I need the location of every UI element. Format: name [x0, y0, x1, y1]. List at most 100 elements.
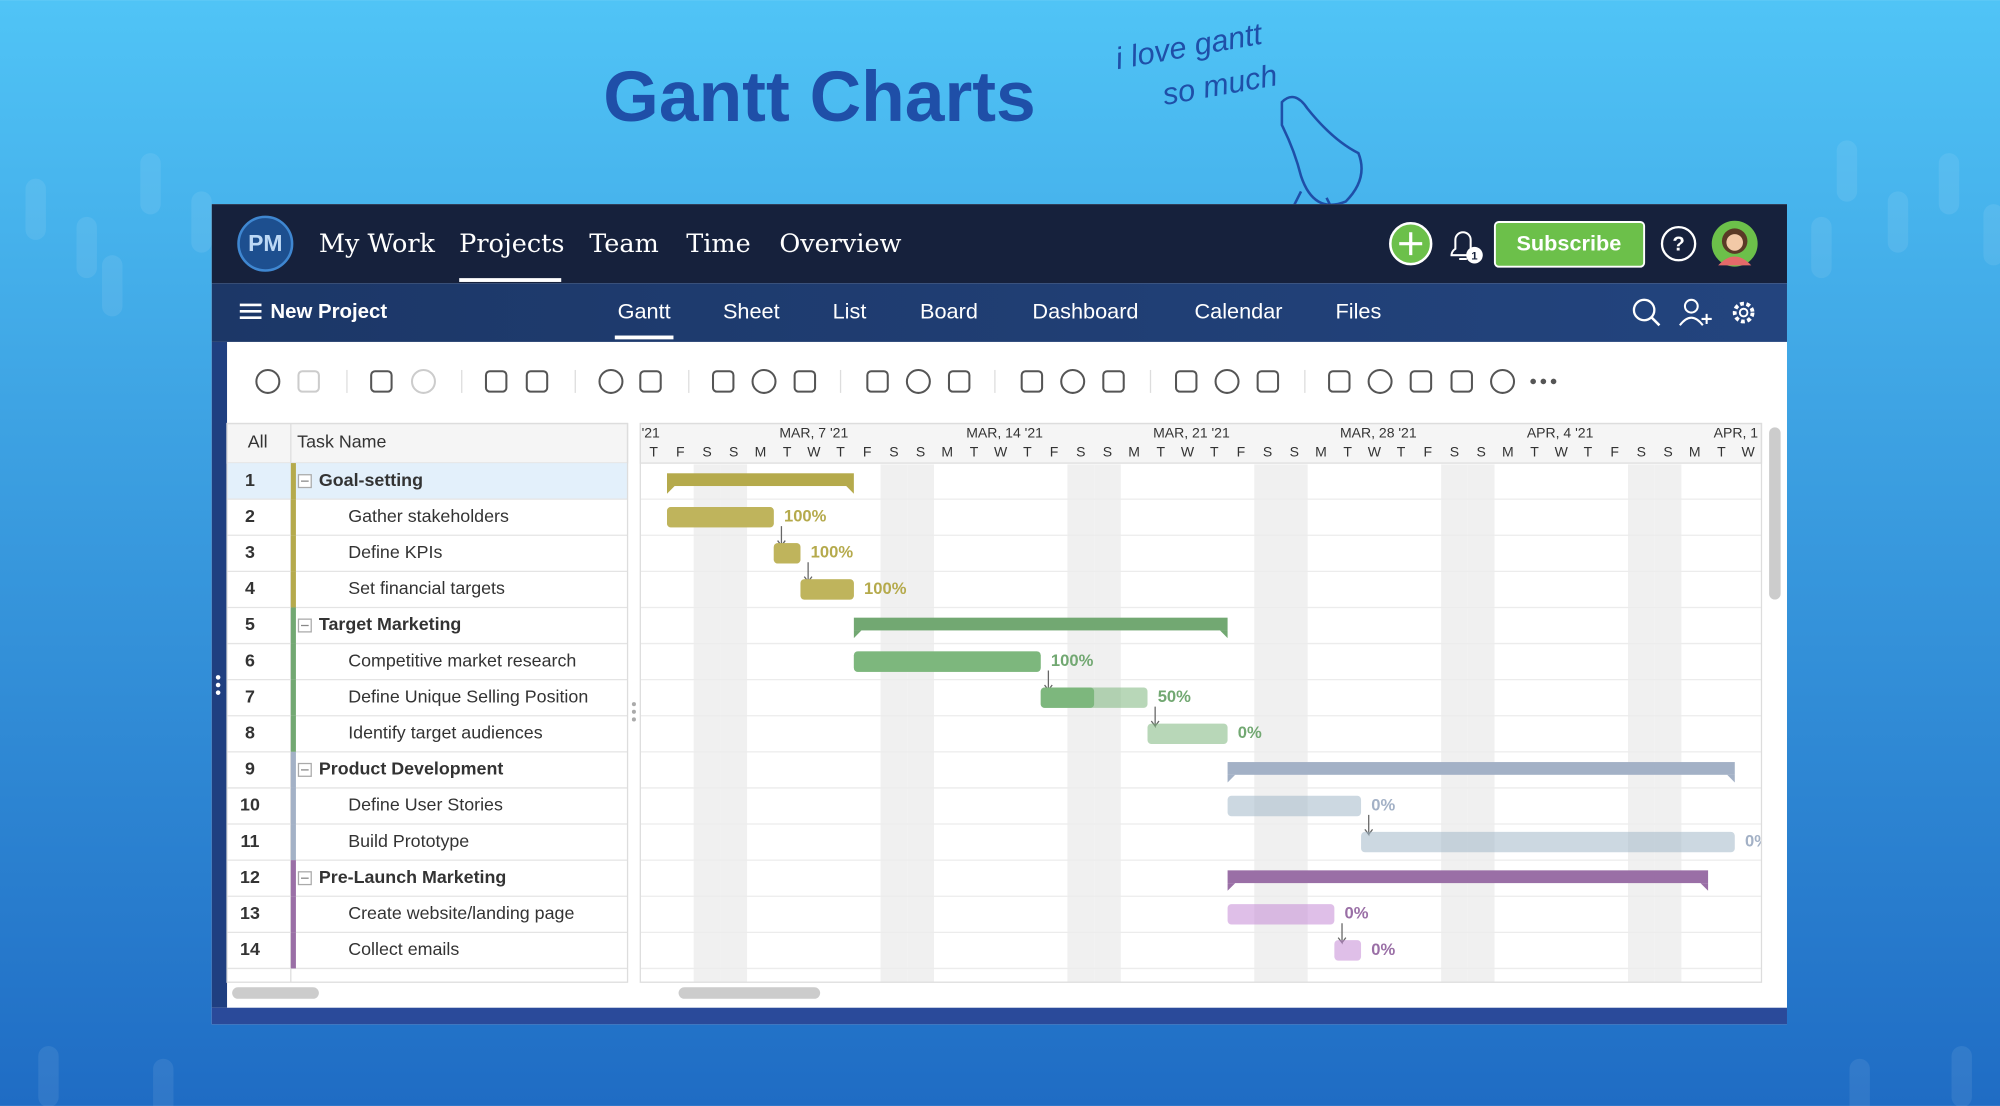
- toolbar-icon[interactable]: [1256, 370, 1280, 393]
- day-label: T: [649, 444, 658, 460]
- day-label: S: [1637, 444, 1646, 460]
- row-number: 9: [245, 759, 255, 779]
- toolbar-icon[interactable]: [297, 370, 320, 393]
- h-scroll[interactable]: [232, 987, 319, 999]
- task-name[interactable]: Competitive market research: [348, 650, 576, 670]
- nav-item[interactable]: Overview: [779, 229, 901, 259]
- tab[interactable]: Sheet: [723, 298, 780, 323]
- toolbar-icon[interactable]: [1020, 370, 1044, 393]
- group-stripe: [290, 643, 296, 680]
- toolbar-icon[interactable]: [1490, 368, 1516, 394]
- more-dot: [1550, 378, 1557, 385]
- toolbar-icon[interactable]: [255, 368, 281, 394]
- menu-icon[interactable]: [239, 303, 262, 319]
- task-name[interactable]: Target Marketing: [319, 614, 461, 634]
- logo[interactable]: [237, 215, 294, 272]
- day-label: S: [729, 444, 738, 460]
- group-stripe: [290, 499, 296, 536]
- week-label: APR, 4 '21: [1527, 424, 1594, 440]
- toolbar-icon[interactable]: [598, 368, 624, 394]
- help-label: ?: [1672, 233, 1684, 255]
- add-user-icon[interactable]: [1683, 298, 1699, 314]
- day-label: T: [1343, 444, 1352, 460]
- tab[interactable]: Board: [920, 298, 978, 323]
- task-bar: [1147, 723, 1228, 745]
- toolbar-icon[interactable]: [1367, 368, 1393, 394]
- task-name[interactable]: Product Development: [319, 759, 503, 779]
- task-name[interactable]: Goal-setting: [319, 470, 423, 490]
- tab[interactable]: Calendar: [1195, 298, 1283, 323]
- day-label: W: [1368, 444, 1382, 460]
- toolbar-icon[interactable]: [1409, 370, 1433, 393]
- project-name[interactable]: New Project: [270, 301, 387, 323]
- toolbar-icon[interactable]: [1102, 370, 1125, 393]
- day-label: S: [1477, 444, 1486, 460]
- toolbar-icon[interactable]: [525, 370, 549, 393]
- task-name[interactable]: Identify target audiences: [348, 723, 543, 743]
- tab[interactable]: List: [833, 298, 867, 323]
- summary-bar: [667, 473, 854, 487]
- task-name[interactable]: Define User Stories: [348, 795, 503, 815]
- tab[interactable]: Dashboard: [1032, 298, 1138, 323]
- group-stripe: [290, 715, 296, 752]
- v-scroll[interactable]: [1769, 427, 1781, 600]
- badge-count: 1: [1471, 250, 1478, 262]
- toolbar-icon[interactable]: [1175, 370, 1198, 393]
- group-stripe: [290, 679, 296, 716]
- task-name[interactable]: Collect emails: [348, 939, 459, 959]
- nav-item[interactable]: Time: [686, 229, 750, 259]
- task-name[interactable]: Build Prototype: [348, 831, 469, 851]
- toolbar-icon[interactable]: [370, 370, 393, 393]
- h-scroll[interactable]: [678, 987, 821, 999]
- day-label: F: [1424, 444, 1433, 460]
- toolbar-icon[interactable]: [793, 370, 817, 393]
- toolbar-icon[interactable]: [711, 370, 735, 393]
- splitter-dot: [215, 690, 221, 695]
- day-label: S: [1263, 444, 1272, 460]
- toolbar-icon[interactable]: [751, 368, 777, 394]
- nav-item[interactable]: My Work: [319, 229, 436, 259]
- day-label: S: [1663, 444, 1672, 460]
- tab[interactable]: Files: [1336, 298, 1382, 323]
- task-name[interactable]: Define KPIs: [348, 542, 442, 562]
- nav-item[interactable]: Team: [589, 229, 659, 259]
- toolbar-icon[interactable]: [947, 370, 971, 393]
- subscribe-button[interactable]: [1493, 221, 1646, 268]
- task-name[interactable]: Pre-Launch Marketing: [319, 867, 506, 887]
- group-stripe: [290, 463, 296, 500]
- tab[interactable]: Gantt: [618, 298, 671, 323]
- day-label: S: [916, 444, 925, 460]
- day-label: T: [1157, 444, 1166, 460]
- row-highlight: [227, 463, 628, 500]
- toolbar-icon[interactable]: [484, 370, 508, 393]
- toolbar-icon[interactable]: [866, 370, 889, 393]
- task-name[interactable]: Define Unique Selling Position: [348, 686, 588, 706]
- toolbar-icon[interactable]: [1060, 368, 1086, 394]
- splitter-dot: [215, 682, 221, 688]
- column-header: All: [248, 431, 268, 451]
- group-stripe: [290, 535, 296, 572]
- progress-label: 0%: [1745, 831, 1769, 850]
- plus-icon: [1399, 232, 1423, 256]
- task-name[interactable]: Gather stakeholders: [348, 506, 509, 526]
- nav-item[interactable]: Projects: [459, 229, 564, 259]
- weekend-shade: [720, 464, 748, 983]
- help-button[interactable]: [1660, 225, 1697, 262]
- toolbar-icon[interactable]: [1214, 368, 1240, 394]
- pill: [76, 216, 97, 279]
- task-bar: [1334, 940, 1362, 961]
- task-progress: [1040, 687, 1095, 708]
- search-icon[interactable]: [1632, 298, 1656, 322]
- progress-label: 100%: [864, 579, 907, 598]
- summary-bar: [853, 617, 1228, 631]
- day-label: T: [1210, 444, 1219, 460]
- toolbar-icon[interactable]: [410, 368, 436, 394]
- toolbar-icon[interactable]: [1328, 370, 1351, 393]
- toolbar-icon[interactable]: [1450, 370, 1473, 393]
- toolbar-icon[interactable]: [639, 370, 662, 393]
- task-name[interactable]: Set financial targets: [348, 578, 505, 598]
- toolbar-icon[interactable]: [905, 368, 931, 394]
- task-name[interactable]: Create website/landing page: [348, 903, 574, 923]
- day-label: M: [1689, 444, 1701, 460]
- row-number: 4: [245, 578, 255, 598]
